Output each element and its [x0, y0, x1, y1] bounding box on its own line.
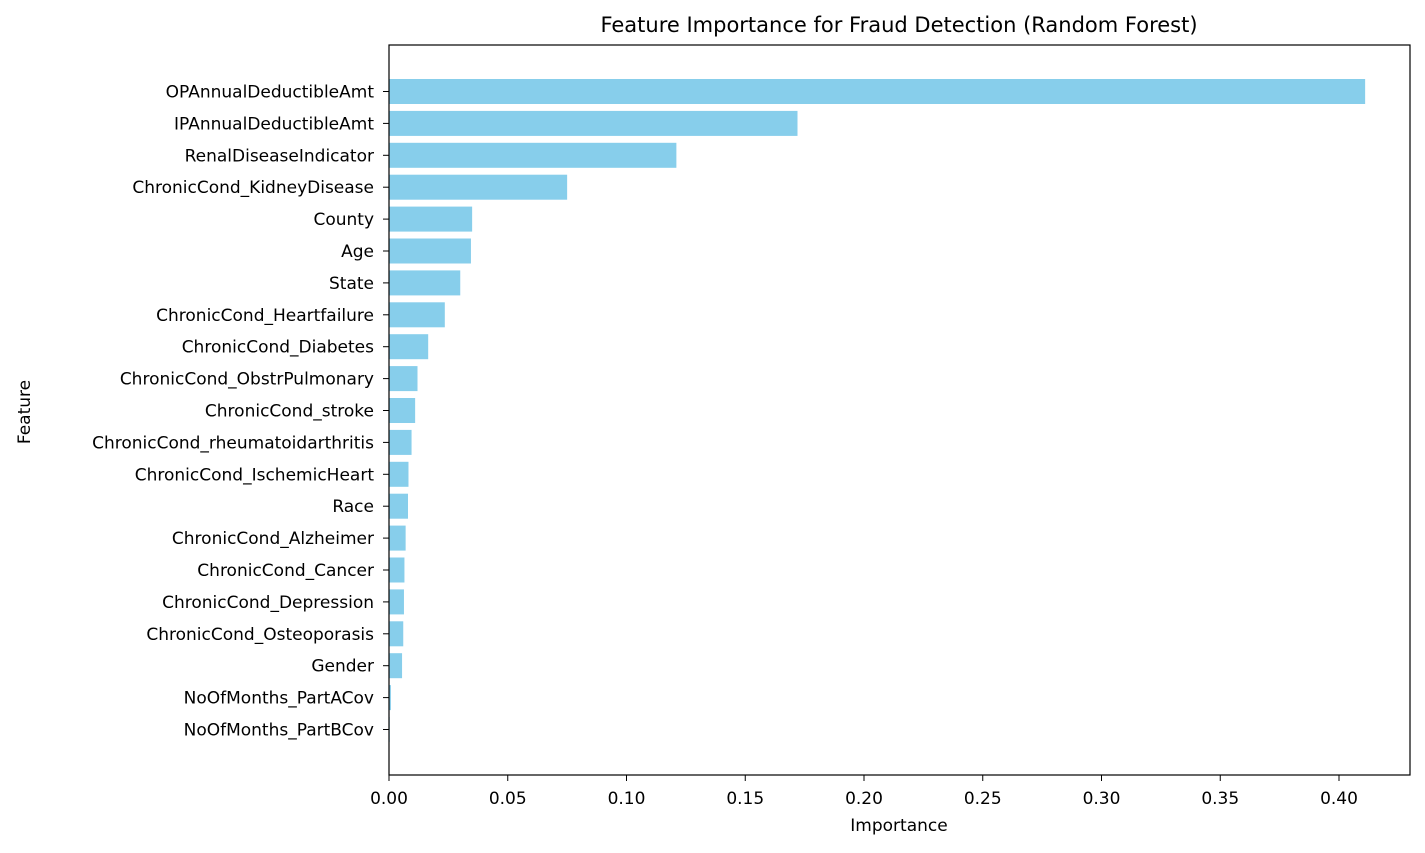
x-tick-label: 0.20 [845, 789, 883, 809]
x-tick-label: 0.05 [489, 789, 527, 809]
bar [389, 685, 391, 711]
bar [389, 270, 461, 296]
x-axis: 0.00 0.05 0.10 0.15 0.20 0.25 0.30 0.35 0.40 [370, 775, 1358, 809]
x-tick-label: 0.25 [964, 789, 1002, 809]
y-axis: OPAnnualDeductibleAmt IPAnnualDeductibleA… [92, 83, 389, 741]
y-tick-label: ChronicCond_Heartfailure [156, 306, 374, 326]
y-tick-label: County [313, 210, 374, 230]
bar [389, 174, 568, 200]
x-tick-label: 0.10 [608, 789, 646, 809]
x-tick-label: 0.30 [1083, 789, 1121, 809]
bar [389, 653, 403, 679]
bar [389, 557, 405, 583]
y-tick-label: ChronicCond_Osteoporasis [146, 625, 374, 645]
x-axis-label: Importance [850, 816, 947, 836]
bars-layer [389, 79, 1366, 742]
y-tick-label: ChronicCond_IschemicHeart [135, 465, 375, 485]
y-tick-label: NoOfMonths_PartACov [184, 689, 374, 709]
bar [389, 334, 429, 360]
y-tick-label: IPAnnualDeductibleAmt [174, 114, 374, 134]
y-tick-label: ChronicCond_ObstrPulmonary [120, 370, 374, 390]
y-tick-label: ChronicCond_Depression [162, 593, 374, 613]
bar [389, 525, 406, 551]
bar [389, 589, 404, 615]
bar [389, 206, 473, 232]
bar [389, 238, 471, 264]
y-tick-label: State [329, 274, 374, 294]
x-tick-label: 0.15 [726, 789, 764, 809]
y-tick-label: ChronicCond_Cancer [197, 561, 374, 581]
y-tick-label: ChronicCond_Alzheimer [172, 529, 374, 549]
y-tick-label: RenalDiseaseIndicator [185, 146, 374, 166]
y-tick-label: ChronicCond_Diabetes [182, 338, 374, 358]
x-tick-label: 0.40 [1320, 789, 1358, 809]
y-tick-label: ChronicCond_KidneyDisease [132, 178, 374, 198]
y-tick-label: ChronicCond_stroke [205, 402, 374, 422]
y-tick-label: Race [332, 497, 374, 517]
bar [389, 302, 445, 328]
y-tick-label: OPAnnualDeductibleAmt [166, 83, 375, 103]
y-tick-label: NoOfMonths_PartBCov [184, 721, 374, 741]
y-tick-label: ChronicCond_rheumatoidarthritis [92, 433, 374, 453]
bar [389, 142, 677, 168]
chart-title: Feature Importance for Fraud Detection (… [600, 13, 1197, 37]
bar [389, 493, 408, 519]
x-tick-label: 0.35 [1201, 789, 1239, 809]
bar [389, 110, 798, 136]
bar [389, 621, 404, 647]
y-tick-label: Gender [311, 657, 374, 677]
bar [389, 429, 412, 455]
bar [389, 366, 418, 392]
bar [389, 398, 416, 423]
bar [389, 461, 409, 487]
y-tick-label: Age [341, 242, 374, 262]
bar [389, 79, 1366, 104]
x-tick-label: 0.00 [370, 789, 408, 809]
y-axis-label: Feature [15, 380, 35, 444]
